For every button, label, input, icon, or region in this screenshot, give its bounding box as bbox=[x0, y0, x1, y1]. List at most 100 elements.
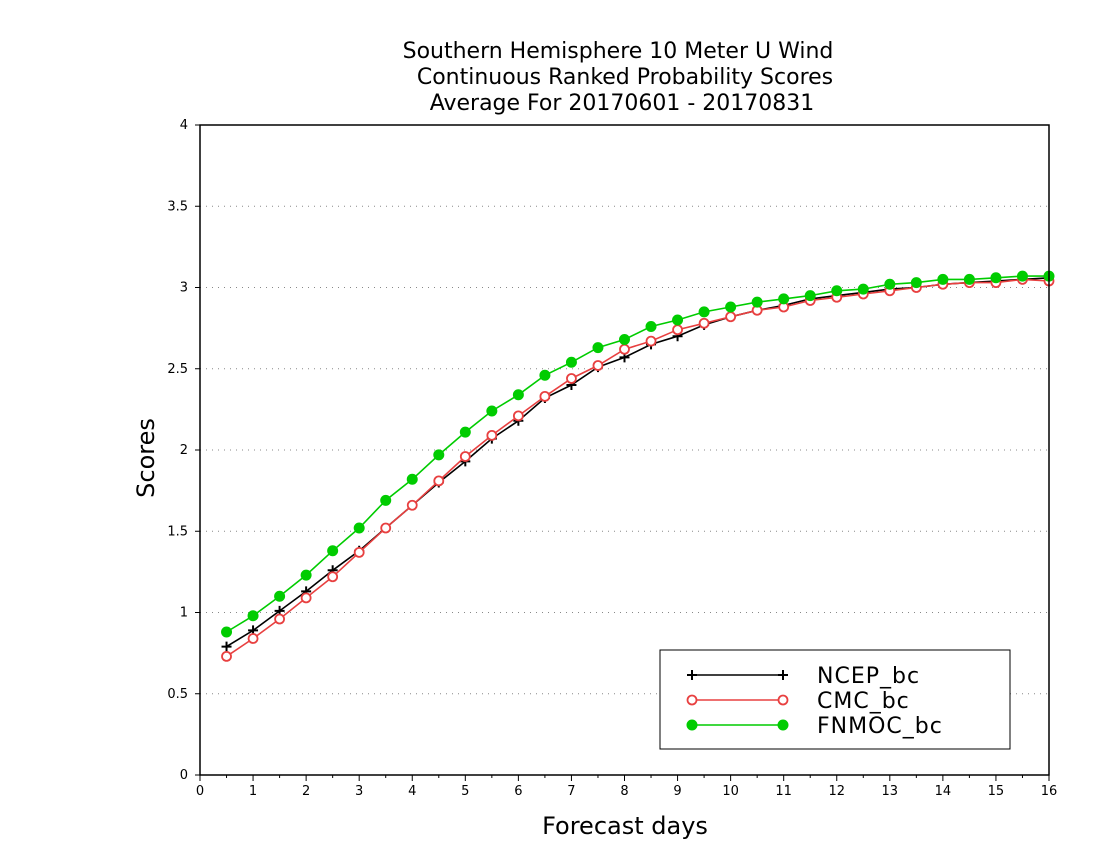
y-tick-label: 0 bbox=[180, 768, 188, 783]
data-point-fnmoc-bc bbox=[433, 449, 445, 461]
data-point-ncep-bc bbox=[221, 641, 232, 652]
data-point-fnmoc-bc bbox=[672, 314, 684, 326]
legend-label-cmc-bc: CMC_bc bbox=[817, 689, 910, 714]
data-point-fnmoc-bc bbox=[778, 293, 790, 305]
x-tick-label: 2 bbox=[302, 784, 310, 799]
x-tick-label: 12 bbox=[828, 784, 845, 799]
data-point-fnmoc-bc bbox=[937, 273, 949, 285]
x-tick-label: 0 bbox=[196, 784, 204, 799]
x-tick-label: 16 bbox=[1041, 784, 1058, 799]
data-point-cmc-bc bbox=[300, 592, 312, 604]
data-point-cmc-bc bbox=[566, 373, 577, 384]
data-point-cmc-bc bbox=[698, 317, 710, 329]
x-tick-label: 5 bbox=[461, 784, 469, 799]
series-line-cmc-bc bbox=[226, 278, 1050, 658]
x-axis-ticks: 0 1 2 3 4 5 6 7 8 9 10 11 12 13 14 15 16 bbox=[196, 775, 1057, 799]
legend-marker bbox=[686, 694, 698, 706]
data-point-cmc-bc bbox=[592, 360, 604, 371]
legend-marker bbox=[777, 719, 789, 731]
chart-title-line-1: Southern Hemisphere 10 Meter U Wind bbox=[403, 39, 834, 64]
x-tick-label: 13 bbox=[882, 784, 899, 799]
data-point-cmc-bc bbox=[619, 343, 630, 355]
data-point-fnmoc-bc bbox=[406, 473, 418, 485]
data-point-fnmoc-bc bbox=[459, 426, 471, 438]
data-point-fnmoc-bc bbox=[221, 626, 233, 638]
series-ncep-bc bbox=[221, 272, 1054, 652]
data-point-cmc-bc bbox=[327, 571, 339, 583]
series-fnmoc-bc bbox=[221, 270, 1055, 638]
y-tick-label: 1.5 bbox=[167, 524, 188, 539]
data-point-cmc-bc bbox=[406, 499, 418, 511]
series-layer bbox=[221, 270, 1055, 662]
y-tick-label: 3.5 bbox=[167, 199, 188, 214]
data-point-fnmoc-bc bbox=[725, 301, 737, 313]
data-point-fnmoc-bc bbox=[619, 334, 630, 345]
legend-marker bbox=[687, 670, 697, 680]
x-tick-label: 9 bbox=[673, 784, 681, 799]
y-tick-label: 1 bbox=[180, 606, 188, 621]
x-tick-label: 15 bbox=[988, 784, 1005, 799]
data-point-cmc-bc bbox=[380, 522, 392, 534]
x-tick-label: 1 bbox=[249, 784, 257, 799]
y-axis-label: Scores bbox=[132, 418, 160, 498]
data-point-fnmoc-bc bbox=[963, 273, 975, 285]
data-point-fnmoc-bc bbox=[1016, 270, 1028, 282]
data-point-fnmoc-bc bbox=[645, 321, 657, 332]
data-point-fnmoc-bc bbox=[751, 296, 763, 308]
data-point-fnmoc-bc bbox=[327, 545, 339, 557]
data-point-cmc-bc bbox=[539, 390, 551, 402]
gridlines bbox=[200, 205, 1049, 695]
data-point-cmc-bc bbox=[221, 650, 232, 662]
chart-title: Southern Hemisphere 10 Meter U Wind Cont… bbox=[403, 39, 834, 116]
data-point-cmc-bc bbox=[672, 324, 683, 336]
x-tick-label: 3 bbox=[355, 784, 363, 799]
data-point-cmc-bc bbox=[512, 410, 524, 422]
data-point-cmc-bc bbox=[247, 633, 259, 644]
data-point-fnmoc-bc bbox=[857, 283, 869, 295]
data-point-fnmoc-bc bbox=[247, 610, 259, 622]
x-tick-label: 11 bbox=[775, 784, 792, 799]
data-point-cmc-bc bbox=[486, 429, 498, 441]
x-tick-label: 14 bbox=[935, 784, 952, 799]
data-point-fnmoc-bc bbox=[804, 290, 816, 302]
data-point-fnmoc-bc bbox=[486, 405, 498, 417]
y-tick-label: 3 bbox=[180, 281, 188, 296]
x-axis-label: Forecast days bbox=[542, 812, 708, 840]
data-point-cmc-bc bbox=[459, 451, 471, 462]
data-point-fnmoc-bc bbox=[274, 590, 286, 602]
data-point-fnmoc-bc bbox=[831, 285, 843, 297]
y-tick-label: 0.5 bbox=[167, 687, 188, 702]
data-point-fnmoc-bc bbox=[353, 522, 365, 534]
data-point-fnmoc-bc bbox=[380, 494, 392, 506]
x-tick-label: 6 bbox=[514, 784, 522, 799]
chart-title-line-2: Continuous Ranked Probability Scores bbox=[417, 65, 833, 90]
x-tick-label: 10 bbox=[722, 784, 739, 799]
data-point-cmc-bc bbox=[645, 335, 657, 347]
legend-marker bbox=[777, 694, 789, 706]
data-point-cmc-bc bbox=[725, 311, 737, 323]
y-tick-label: 2.5 bbox=[167, 362, 188, 377]
data-point-fnmoc-bc bbox=[698, 306, 710, 318]
chart-title-line-3: Average For 20170601 - 20170831 bbox=[430, 91, 815, 116]
data-point-fnmoc-bc bbox=[990, 272, 1002, 284]
legend-item-cmc-bc: CMC_bc bbox=[686, 689, 910, 714]
data-point-fnmoc-bc bbox=[539, 369, 551, 381]
y-axis-ticks: 0 0.5 1 1.5 2 2.5 3 3.5 4 bbox=[167, 118, 200, 783]
data-point-cmc-bc bbox=[353, 546, 365, 558]
x-tick-label: 8 bbox=[620, 784, 628, 799]
x-tick-label: 7 bbox=[567, 784, 575, 799]
legend-item-fnmoc-bc: FNMOC_bc bbox=[686, 714, 942, 739]
series-line-fnmoc-bc bbox=[226, 275, 1049, 633]
x-tick-label: 4 bbox=[408, 784, 416, 799]
data-point-fnmoc-bc bbox=[884, 278, 896, 290]
legend-marker bbox=[686, 719, 698, 731]
data-point-cmc-bc bbox=[433, 475, 445, 487]
data-point-fnmoc-bc bbox=[565, 356, 577, 368]
plot-frame bbox=[199, 124, 1050, 776]
data-point-fnmoc-bc bbox=[512, 389, 524, 401]
data-point-fnmoc-bc bbox=[300, 569, 312, 581]
y-tick-label: 4 bbox=[180, 118, 188, 133]
data-point-fnmoc-bc bbox=[910, 277, 922, 289]
